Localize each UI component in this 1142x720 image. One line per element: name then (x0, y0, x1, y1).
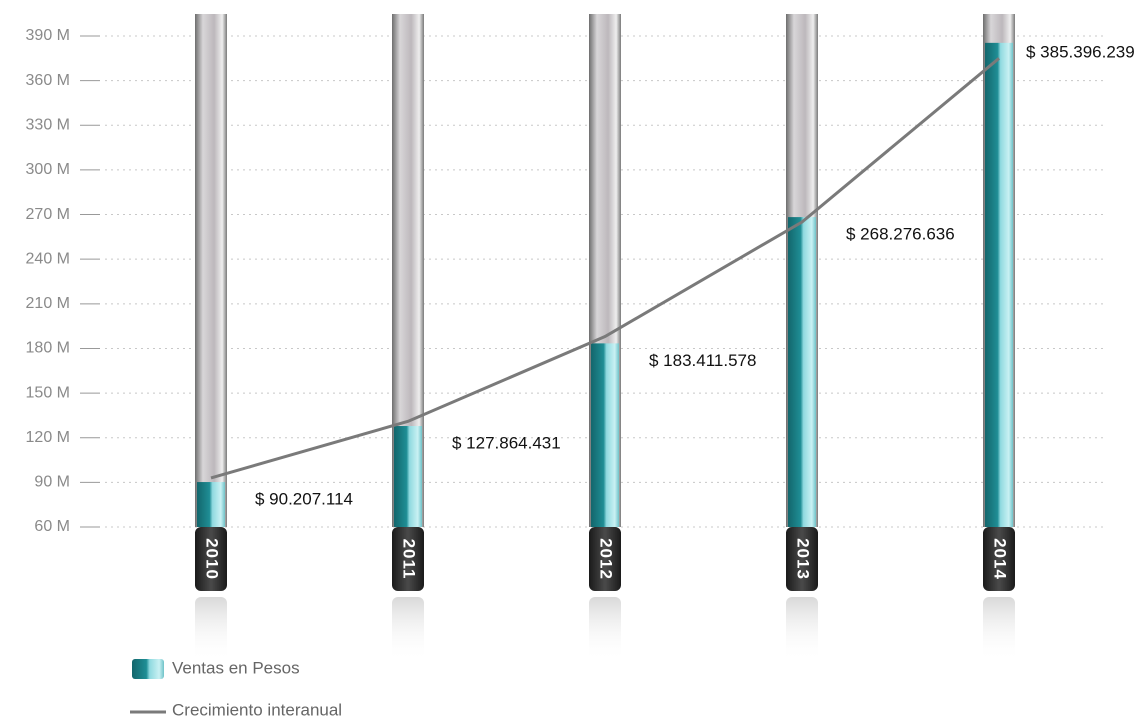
reflection (786, 597, 818, 661)
bars: 2010 2011 2012 2013 2014 (195, 14, 1015, 661)
year-cap (786, 527, 818, 591)
legend: Ventas en Pesos Crecimiento interanual (130, 658, 342, 719)
legend-label: Crecimiento interanual (172, 700, 342, 719)
x-tick-label: 2014 (991, 538, 1010, 580)
bar-track (195, 14, 227, 527)
bar (985, 42, 1013, 527)
value-label: $ 268.276.636 (846, 225, 955, 244)
bar (788, 217, 816, 527)
y-tick-label: 120 M (26, 429, 70, 446)
value-label: $ 183.411.578 (649, 351, 756, 370)
x-tick-label: 2010 (203, 538, 222, 580)
year-cap (392, 527, 424, 591)
y-tick-label: 360 M (26, 72, 70, 89)
y-tick-label: 180 M (26, 340, 70, 357)
y-tick-label: 150 M (26, 384, 70, 401)
y-tick-label: 300 M (26, 161, 70, 178)
reflection (392, 597, 424, 661)
reflection (195, 597, 227, 661)
x-tick-label: 2011 (400, 539, 419, 580)
year-cap (589, 527, 621, 591)
y-tick-label: 210 M (26, 295, 70, 312)
value-label: $ 385.396.239 (1026, 42, 1135, 61)
legend-label: Ventas en Pesos (172, 658, 300, 677)
y-tick-label: 90 M (34, 474, 70, 491)
bar (591, 343, 619, 527)
line (210, 57, 1000, 480)
x-tick-label: 2013 (794, 538, 813, 580)
value-label: $ 127.864.431 (452, 434, 561, 453)
y-tick-label: 60 M (34, 518, 70, 535)
reflection (589, 597, 621, 661)
legend-swatch (132, 659, 164, 679)
reflection (983, 597, 1015, 661)
y-tick-label: 270 M (26, 206, 70, 223)
y-tick-label: 390 M (26, 27, 70, 44)
bar (394, 426, 422, 527)
overlay: $ 90.207.114 $ 127.864.431 $ 183.411.578 $ … (210, 42, 1135, 509)
value-label: $ 90.207.114 (255, 490, 353, 509)
y-tick-label: 330 M (26, 116, 70, 133)
year-cap (983, 527, 1015, 591)
y-tick-label: 240 M (26, 250, 70, 267)
year-cap (195, 527, 227, 591)
x-tick-label: 2012 (597, 538, 616, 580)
bar (197, 482, 225, 527)
